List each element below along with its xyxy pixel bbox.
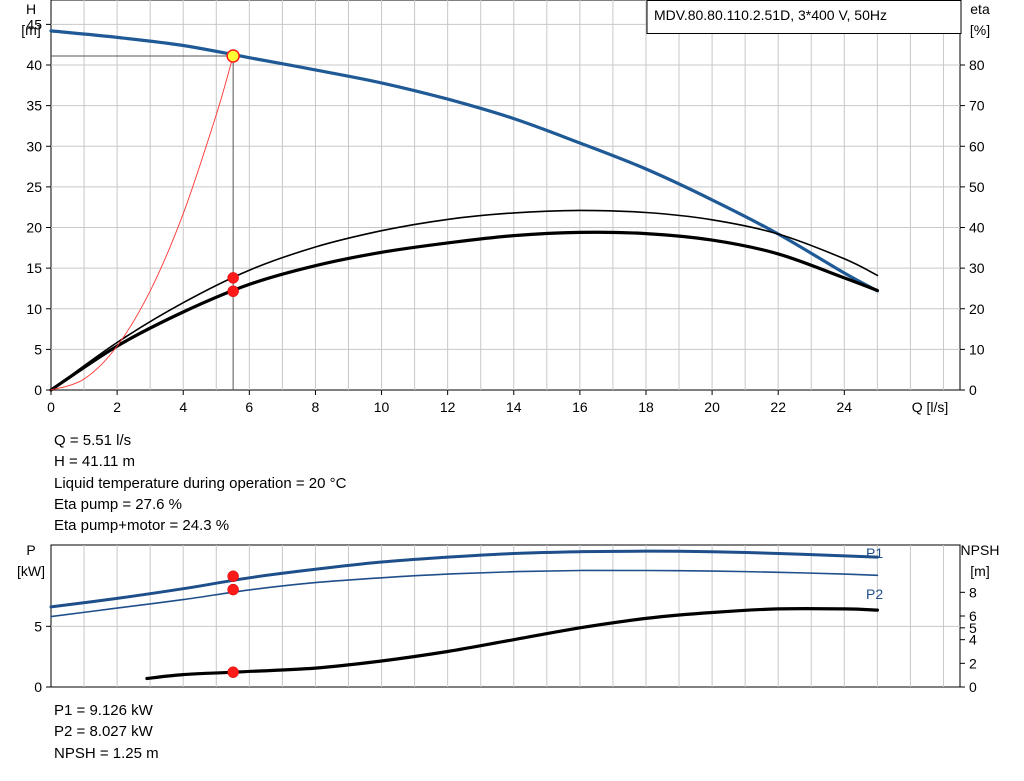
y-tick-label: 5	[34, 341, 42, 357]
info-npsh: NPSH = 1.25 m	[54, 744, 159, 762]
y2-axis-unit: [%]	[970, 22, 990, 38]
power-info: P1 = 9.126 kW P2 = 8.027 kW NPSH = 1.25 …	[54, 700, 159, 764]
y2-tick-label: 8	[969, 584, 977, 600]
title-box	[646, 0, 962, 34]
y2-tick-label: 60	[969, 138, 985, 154]
y2-tick-label: 40	[969, 220, 985, 236]
x-tick-label: 8	[312, 399, 320, 415]
y-axis-unit: [m]	[21, 22, 40, 38]
plot-frame	[50, 0, 961, 391]
series-label-p1: P1	[866, 545, 883, 561]
y-tick-label: 5	[34, 618, 42, 634]
info-liquid-temperature: Liquid temperature during operation = 20…	[54, 474, 347, 492]
series-curve-eta-pump	[50, 209, 879, 391]
y-axis-label: P	[26, 542, 35, 558]
info-p1: P1 = 9.126 kW	[54, 702, 153, 719]
y2-tick-label: 0	[969, 679, 977, 695]
x-tick-label: 0	[47, 399, 55, 415]
series-label-p2: P2	[866, 586, 883, 602]
operating-point-marker	[227, 570, 239, 582]
y-tick-label: 45	[26, 16, 42, 32]
y-tick-label: 35	[26, 98, 42, 114]
series-curve-h	[49, 29, 879, 293]
y-tick-label: 20	[26, 220, 42, 236]
y-tick-label: 40	[26, 57, 42, 73]
duty-point-info: Q = 5.51 l/s H = 41.11 m Liquid temperat…	[54, 430, 346, 536]
y2-axis-label: eta	[970, 1, 990, 17]
info-eta-pump: Eta pump = 27.6 %	[54, 495, 182, 513]
x-tick-label: 6	[245, 399, 253, 415]
y2-tick-label: 30	[969, 260, 985, 276]
chart-title: MDV.80.80.110.2.51D, 3*400 V, 50Hz	[654, 7, 887, 23]
y2-tick-label: 5	[969, 620, 977, 636]
x-tick-label: 16	[572, 399, 588, 415]
series-curve-p1	[49, 549, 879, 609]
info-eta-pump-motor: Eta pump+motor = 24.3 %	[54, 517, 230, 535]
series-curve-system-curve	[50, 55, 234, 391]
y2-tick-label: 80	[969, 57, 985, 73]
x-tick-label: 20	[704, 399, 720, 415]
operating-point-marker	[227, 285, 239, 298]
plot-frame	[50, 544, 961, 688]
series-curve-npsh	[145, 606, 879, 681]
y-tick-label: 15	[26, 260, 42, 276]
x-tick-label: 24	[837, 399, 853, 415]
y2-tick-label: 70	[969, 98, 985, 114]
operating-point-marker	[227, 666, 239, 678]
y-tick-label: 0	[34, 382, 42, 398]
y2-tick-label: 6	[969, 608, 977, 624]
y-axis-label: H	[26, 1, 36, 17]
info-p2: P2 = 8.027 kW	[54, 723, 153, 741]
y-tick-label: 25	[26, 179, 42, 195]
y2-axis-label: NPSH	[961, 542, 1000, 558]
y2-tick-label: 20	[969, 301, 985, 317]
info-head: H = 41.11 m	[54, 453, 136, 471]
y2-tick-label: 10	[969, 341, 985, 357]
x-tick-label: 2	[113, 399, 121, 415]
y2-tick-label: 4	[969, 632, 977, 648]
x-axis-label: Q [l/s]	[912, 399, 949, 415]
operating-point-marker	[227, 583, 239, 596]
y2-axis-unit: [m]	[970, 563, 989, 579]
x-tick-label: 22	[770, 399, 786, 415]
x-tick-label: 14	[506, 399, 522, 415]
series-curve-eta-pump-motor	[49, 230, 879, 392]
y2-tick-label: 2	[969, 655, 977, 671]
operating-point-marker	[227, 272, 239, 284]
x-tick-label: 18	[638, 399, 654, 415]
y2-tick-label: 0	[969, 382, 977, 398]
y2-tick-label: 50	[969, 179, 985, 195]
duty-point-marker	[226, 49, 240, 63]
y-tick-label: 10	[26, 301, 42, 317]
info-flow: Q = 5.51 l/s	[54, 432, 132, 449]
x-tick-label: 12	[440, 399, 456, 415]
x-tick-label: 4	[179, 399, 187, 415]
series-curve-p2	[50, 569, 879, 618]
y-tick-label: 0	[34, 679, 42, 695]
y-axis-unit: [kW]	[17, 563, 45, 579]
x-tick-label: 10	[374, 399, 390, 415]
y-tick-label: 30	[26, 138, 42, 154]
